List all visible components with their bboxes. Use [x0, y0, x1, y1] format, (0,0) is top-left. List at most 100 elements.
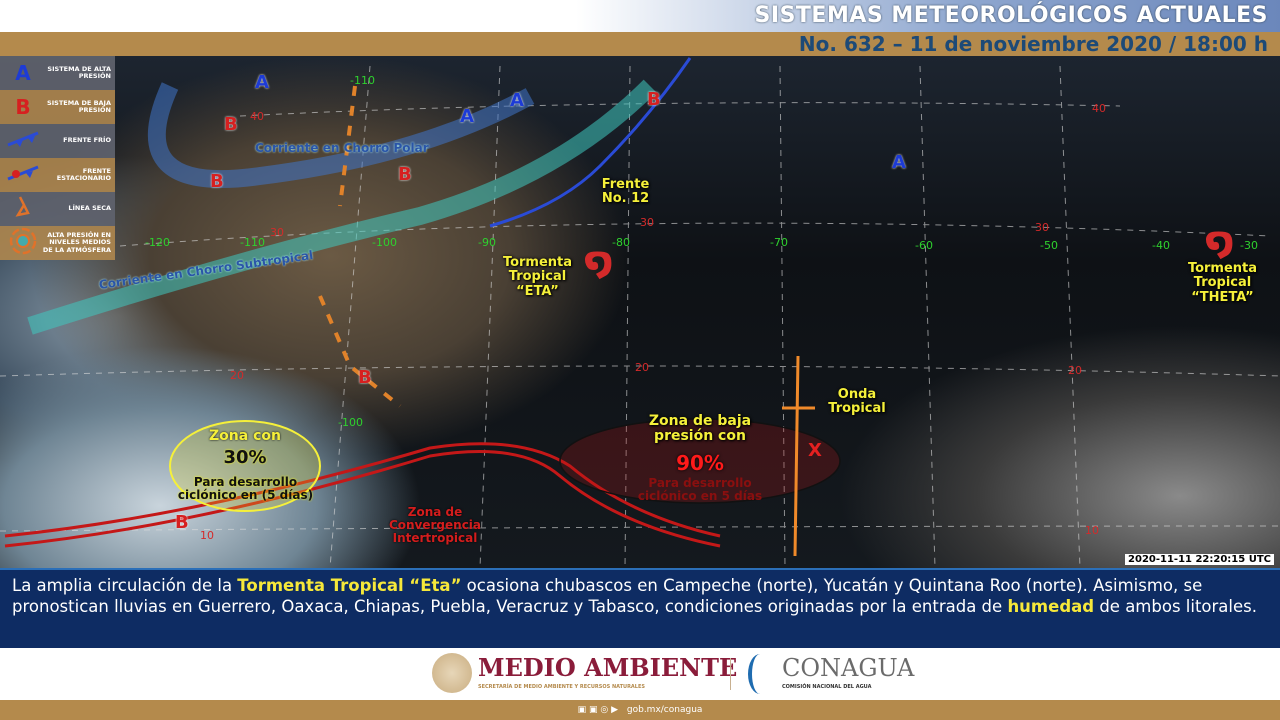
graticule	[0, 65, 1280, 568]
subtropical-jet-stream	[27, 79, 657, 335]
mexico-seal-icon	[432, 653, 472, 693]
legend-low-pressure: B SISTEMA DE BAJA PRESIÓN	[0, 90, 115, 124]
zone90-title: Zona de baja presión con	[648, 413, 752, 445]
map-legend: A SISTEMA DE ALTA PRESIÓN B SISTEMA DE BAJ…	[0, 56, 115, 260]
legend-mid-level-high: ALTA PRESIÓN EN NIVELES MEDIOS DE LA ATM…	[0, 226, 115, 260]
legend-label: FRENTE FRÍO	[63, 136, 111, 145]
bulletin-number-date: No. 632 – 11 de noviembre 2020 / 18:00 h	[798, 32, 1268, 56]
lat-label: 20	[230, 369, 244, 382]
bulletin-text-part: ocasiona chubascos en Campeche (norte), …	[12, 576, 1203, 616]
legend-label: SISTEMA DE ALTA PRESIÓN	[47, 64, 111, 80]
lat-label: 20	[1068, 364, 1082, 377]
lat-label: 10	[200, 529, 214, 542]
map-overlays: ໑ ໑	[0, 57, 1280, 568]
high-pressure-marker: A	[892, 152, 906, 173]
legend-label: LÍNEA SECA	[68, 204, 111, 213]
lon-label: -60	[915, 239, 933, 252]
lat-label: 30	[1035, 221, 1049, 234]
low-pressure-marker: B	[647, 89, 661, 110]
lon-label: -70	[770, 236, 788, 249]
high-pressure-marker: A	[460, 106, 474, 127]
logo-divider	[730, 658, 731, 690]
low-pressure-marker: B	[175, 512, 189, 533]
low-pressure-marker: B	[358, 367, 372, 388]
lon-label: -40	[1152, 239, 1170, 252]
footer: ▣ ▣ ◎ ▶ gob.mx/conagua	[0, 700, 1280, 720]
lat-label: 40	[250, 110, 264, 123]
lon-label: -30	[1240, 239, 1258, 252]
low-pressure-zone-30	[169, 420, 321, 512]
lon-label: -50	[1040, 239, 1058, 252]
legend-dry-line: LÍNEA SECA	[0, 192, 115, 226]
conagua-drop-icon	[748, 654, 772, 694]
tropical-wave	[782, 355, 815, 557]
storm-eta-icon: ໑	[584, 239, 613, 283]
logo-bar: MEDIO AMBIENTE SECRETARÍA DE MEDIO AMBIE…	[0, 648, 1280, 700]
zone30-description: Para desarrollo ciclónico en (5 días)	[177, 475, 314, 503]
mid-level-high-icon	[4, 227, 42, 260]
legend-label: FRENTE ESTACIONARIO	[56, 166, 111, 182]
high-pressure-marker: A	[510, 90, 524, 111]
zone90-percent: 90%	[676, 451, 724, 475]
zone30-title: Zona con	[209, 428, 281, 444]
itcz	[4, 442, 721, 548]
eta-label: Tormenta Tropical “ETA”	[502, 255, 573, 299]
conagua-name: CONAGUA	[782, 654, 915, 682]
front-label: Frente No. 12	[601, 177, 650, 207]
low-pressure-marker: B	[398, 164, 412, 185]
lon-label: -100	[338, 416, 363, 429]
lat-label: 10	[1085, 524, 1099, 537]
satellite-map: ໑ ໑ Corriente en Chorro Polar Corriente …	[0, 56, 1280, 568]
youtube-icon[interactable]: ▶	[611, 705, 619, 715]
zone30-percent: 30%	[223, 447, 267, 468]
website-link[interactable]: gob.mx/conagua	[626, 705, 703, 715]
low-pressure-marker: B	[210, 171, 224, 192]
instagram-icon[interactable]: ◎	[600, 705, 609, 715]
lat-label: 20	[635, 361, 649, 374]
theta-label: Tormenta Tropical “THETA”	[1187, 261, 1258, 305]
polar-jet-stream	[147, 82, 535, 189]
high-pressure-icon: A	[15, 61, 31, 85]
subtitle-bar: No. 632 – 11 de noviembre 2020 / 18:00 h	[0, 32, 1280, 56]
image-timestamp: 2020-11-11 22:20:15 UTC	[1125, 554, 1274, 565]
facebook-icon[interactable]: ▣	[577, 705, 587, 715]
low-pressure-marker: B	[224, 114, 238, 135]
lon-label: -100	[372, 236, 397, 249]
legend-high-pressure: A SISTEMA DE ALTA PRESIÓN	[0, 56, 115, 90]
lon-label: -110	[240, 236, 265, 249]
lat-label: 40	[1092, 102, 1106, 115]
semarnat-subtitle: SECRETARÍA DE MEDIO AMBIENTE Y RECURSOS …	[478, 684, 646, 690]
conagua-subtitle: COMISIÓN NACIONAL DEL AGUA	[782, 684, 872, 690]
conagua-logo: CONAGUA COMISIÓN NACIONAL DEL AGUA	[782, 654, 914, 690]
lon-label: -120	[145, 236, 170, 249]
bulletin-highlight: Tormenta Tropical “Eta”	[237, 576, 462, 595]
dry-line	[318, 85, 402, 408]
legend-stationary-front: FRENTE ESTACIONARIO	[0, 158, 115, 192]
storm-theta-icon: ໑	[1205, 219, 1234, 263]
page-title: SISTEMAS METEOROLÓGICOS ACTUALES	[754, 3, 1268, 28]
lat-label: 30	[640, 216, 654, 229]
wave-x-mark: X	[808, 440, 822, 461]
legend-label: SISTEMA DE BAJA PRESIÓN	[47, 98, 111, 114]
bulletin-highlight: humedad	[1007, 597, 1095, 616]
semarnat-logo: MEDIO AMBIENTE SECRETARÍA DE MEDIO AMBIE…	[478, 653, 737, 690]
bulletin-text-part: de ambos litorales.	[1094, 597, 1257, 616]
dry-line-icon	[4, 195, 42, 224]
polar-jet-label: Corriente en Chorro Polar	[255, 141, 429, 155]
twitter-icon[interactable]: ▣	[588, 705, 598, 715]
cold-front-icon	[4, 129, 42, 154]
header: SISTEMAS METEOROLÓGICOS ACTUALES	[0, 0, 1280, 32]
lon-label: -80	[612, 236, 630, 249]
stationary-front-icon	[4, 163, 42, 188]
itcz-label: Zona de Convergencia Intertropical	[388, 505, 482, 546]
tropical-wave-label: Onda Tropical	[828, 387, 886, 417]
lon-label: -110	[350, 74, 375, 87]
low-pressure-icon: B	[15, 95, 31, 119]
low-pressure-zone-90	[559, 418, 841, 504]
cold-front	[489, 57, 692, 228]
zone90-description: Para desarrollo ciclónico en 5 días	[637, 476, 763, 504]
semarnat-name: MEDIO AMBIENTE	[478, 653, 738, 682]
lon-label: -90	[478, 236, 496, 249]
lat-label: 30	[270, 226, 284, 239]
legend-cold-front: FRENTE FRÍO	[0, 124, 115, 158]
